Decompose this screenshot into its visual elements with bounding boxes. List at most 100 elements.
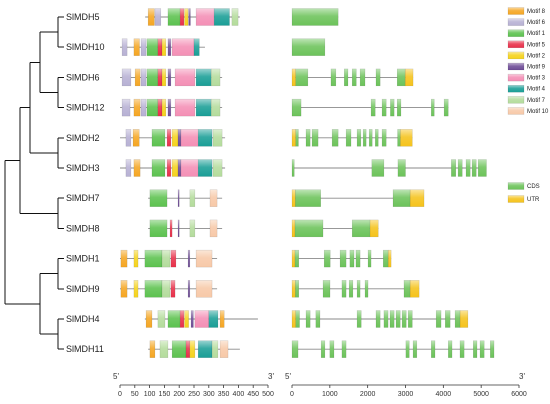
tick-label: 2000 bbox=[360, 391, 376, 398]
cds-exon bbox=[339, 249, 347, 268]
legend-label: Motif 8 bbox=[527, 9, 546, 15]
legend-label: Motif 7 bbox=[527, 98, 546, 104]
motif-7-box bbox=[212, 129, 223, 147]
motif-2-box bbox=[161, 98, 167, 117]
motif-9-box bbox=[190, 310, 194, 328]
motif-5-box bbox=[157, 98, 163, 117]
motif-8-box bbox=[145, 310, 153, 328]
motif-2-box bbox=[161, 68, 167, 87]
utr-exon bbox=[291, 129, 296, 147]
utr-exon bbox=[404, 68, 414, 87]
motif-2-box bbox=[133, 280, 139, 298]
tick-label: 0 bbox=[118, 391, 122, 398]
cds-exon bbox=[401, 310, 407, 328]
cds-exon bbox=[331, 129, 339, 147]
cds-exon bbox=[465, 159, 471, 177]
motif-6-box bbox=[121, 68, 132, 87]
motif-4-box bbox=[197, 159, 213, 177]
three-prime-label: 3' bbox=[519, 372, 525, 381]
gene-row: SlMDH6 bbox=[66, 68, 414, 87]
motif-7-box bbox=[212, 159, 223, 177]
gene-row: SlMDH1 bbox=[66, 249, 392, 268]
cds-exon bbox=[396, 98, 402, 117]
phylogenetic-tree bbox=[4, 16, 64, 350]
legend-swatch bbox=[507, 182, 525, 190]
motif-9-box bbox=[177, 189, 180, 207]
motif-9-box bbox=[167, 68, 172, 87]
motif-6-box bbox=[121, 38, 128, 56]
utr-exon bbox=[291, 189, 296, 207]
motif-4-box bbox=[195, 68, 212, 87]
utr-exon bbox=[291, 310, 296, 328]
cds-exon bbox=[348, 280, 354, 298]
legend-swatch bbox=[507, 73, 525, 82]
legend-item-motif-10: Motif 10 bbox=[507, 107, 549, 115]
legend-swatch bbox=[507, 96, 525, 104]
motif-3-box bbox=[194, 310, 210, 328]
gene-label: SlMDH4 bbox=[66, 314, 100, 324]
three-prime-label: 3' bbox=[268, 372, 274, 381]
cds-exon bbox=[351, 219, 371, 238]
motif-7-box bbox=[211, 340, 219, 358]
cds-exon bbox=[479, 340, 485, 358]
cds-exon bbox=[451, 159, 457, 177]
motif-1-box bbox=[151, 129, 166, 147]
motif-7-box bbox=[189, 219, 196, 238]
cds-exon bbox=[320, 340, 326, 358]
gene-row: SlMDH3 bbox=[66, 159, 487, 177]
cds-exon bbox=[341, 280, 347, 298]
motif-9-box bbox=[177, 159, 182, 177]
cds-exon bbox=[431, 340, 436, 358]
motif-6-box bbox=[125, 159, 132, 177]
cds-exon bbox=[448, 340, 453, 358]
motif-5-box bbox=[166, 159, 172, 177]
motif-3-box bbox=[195, 8, 215, 26]
cds-exon bbox=[375, 310, 381, 328]
motif-7-box bbox=[161, 280, 171, 298]
gene-label: SlMDH1 bbox=[66, 254, 100, 264]
cds-exon bbox=[364, 280, 369, 298]
legend-label: Motif 10 bbox=[527, 109, 549, 115]
cds-exon bbox=[454, 310, 461, 328]
motif-1-box bbox=[144, 249, 163, 268]
motif-6-box bbox=[140, 98, 147, 117]
motif-10-box bbox=[209, 219, 218, 238]
motif-5-box bbox=[179, 310, 185, 328]
utr-exon bbox=[291, 68, 296, 87]
tick-label: 450 bbox=[247, 391, 259, 398]
gene-length-axis: 0 1000 2000 3000 4000 5000 6000 5' 3' bbox=[285, 372, 527, 398]
cds-exon bbox=[457, 159, 463, 177]
motif-9-box bbox=[187, 280, 191, 298]
tick-label: 5000 bbox=[473, 391, 489, 398]
motif-8-box bbox=[120, 249, 128, 268]
motif-3-box bbox=[180, 129, 199, 147]
motif-length-axis: 0 50 100 150 200 250 300 350 400 450 500 5' 3' bbox=[113, 372, 274, 398]
legend-swatch bbox=[507, 40, 525, 48]
tick-label: 250 bbox=[188, 391, 200, 398]
motif-9-box bbox=[167, 98, 172, 117]
cds-exon bbox=[295, 280, 300, 298]
motif-6-box bbox=[140, 68, 147, 87]
motif-8-box bbox=[132, 129, 140, 147]
motif-2-box bbox=[184, 8, 189, 26]
cds-exon bbox=[291, 340, 299, 358]
legend-label: Motif 3 bbox=[527, 76, 546, 82]
legend-item-motif-5: Motif 5 bbox=[507, 40, 546, 48]
motif-10-box bbox=[209, 189, 218, 207]
cds-exon bbox=[345, 129, 352, 147]
motif-1-box bbox=[146, 38, 159, 56]
cds-exon bbox=[315, 310, 321, 328]
cds-exon bbox=[294, 249, 300, 268]
gene-row: SlMDH12 bbox=[66, 98, 449, 117]
legend-label: Motif 5 bbox=[527, 42, 546, 48]
cds-exon bbox=[412, 340, 418, 358]
motif-8-box bbox=[219, 310, 225, 328]
legend-label: Motif 6 bbox=[527, 20, 546, 26]
cds-exon bbox=[382, 249, 389, 268]
tick-label: 6000 bbox=[511, 391, 527, 398]
tick-label: 400 bbox=[233, 391, 245, 398]
five-prime-label: 5' bbox=[113, 372, 119, 381]
utr-exon bbox=[369, 219, 379, 238]
motif-4-box bbox=[197, 340, 213, 358]
